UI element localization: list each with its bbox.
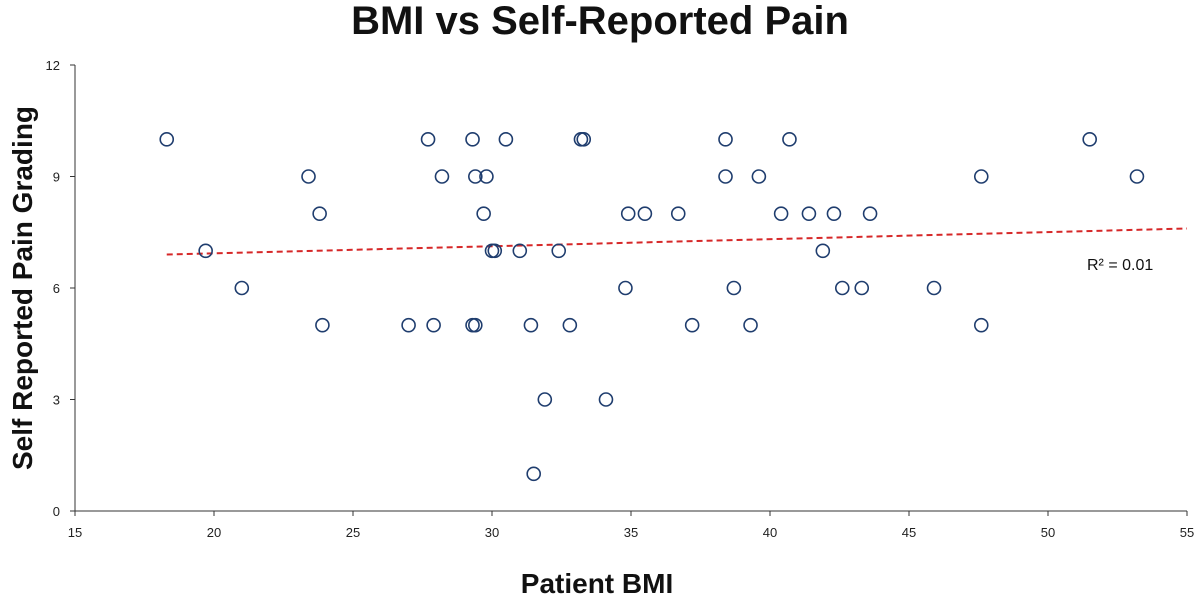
data-point bbox=[1129, 169, 1145, 184]
data-point bbox=[751, 169, 767, 184]
data-point bbox=[468, 317, 483, 333]
data-point bbox=[312, 206, 327, 221]
axes bbox=[74, 65, 1187, 512]
x-tick-label: 55 bbox=[1180, 525, 1194, 540]
data-point bbox=[465, 317, 480, 333]
data-point bbox=[420, 132, 436, 147]
data-point bbox=[926, 280, 942, 296]
data-point bbox=[826, 206, 842, 221]
data-point bbox=[159, 132, 175, 147]
x-tick-label: 35 bbox=[624, 525, 638, 540]
data-point bbox=[973, 169, 989, 184]
x-axis-title: Patient BMI bbox=[521, 568, 673, 599]
x-tick-label: 30 bbox=[485, 525, 499, 540]
data-point bbox=[551, 243, 567, 259]
data-point bbox=[479, 169, 494, 184]
data-point bbox=[576, 132, 592, 147]
x-tick-label: 25 bbox=[346, 525, 360, 540]
data-point bbox=[476, 206, 491, 221]
data-point bbox=[743, 317, 758, 333]
data-point bbox=[637, 206, 653, 221]
data-point bbox=[426, 317, 441, 333]
data-point bbox=[834, 280, 850, 296]
data-point bbox=[862, 206, 878, 221]
data-point bbox=[854, 280, 870, 296]
data-point bbox=[815, 243, 831, 259]
data-point bbox=[512, 243, 528, 259]
data-point bbox=[782, 132, 797, 147]
r-squared-annotation: R² = 0.01 bbox=[1087, 257, 1153, 274]
data-point bbox=[718, 169, 733, 184]
data-point bbox=[301, 169, 316, 184]
y-tick-label: 6 bbox=[53, 281, 60, 296]
y-axis-title: Self Reported Pain Grading bbox=[7, 106, 38, 470]
ticks: 15 20 25 30 35 40 45 50 55 0 3 6 9 12 bbox=[46, 58, 1195, 540]
data-points bbox=[159, 132, 1145, 482]
data-point bbox=[523, 317, 539, 333]
data-point bbox=[315, 317, 330, 333]
x-tick-label: 45 bbox=[902, 525, 916, 540]
chart-title: BMI vs Self-Reported Pain bbox=[351, 0, 849, 43]
data-point bbox=[401, 317, 416, 333]
data-point bbox=[620, 206, 636, 221]
data-point bbox=[487, 243, 503, 259]
data-point bbox=[465, 132, 480, 147]
trendline-group bbox=[166, 227, 1188, 256]
data-point bbox=[1082, 132, 1097, 147]
data-point bbox=[598, 392, 614, 407]
y-tick-label: 12 bbox=[46, 58, 60, 73]
data-point bbox=[618, 280, 633, 296]
y-tick-label: 3 bbox=[53, 393, 60, 408]
data-point bbox=[537, 392, 553, 407]
y-tick-label: 0 bbox=[53, 504, 60, 519]
data-point bbox=[198, 243, 213, 259]
y-tick-label: 9 bbox=[53, 170, 60, 185]
x-tick-label: 40 bbox=[763, 525, 777, 540]
data-point bbox=[234, 280, 250, 296]
x-tick-label: 15 bbox=[68, 525, 82, 540]
data-point bbox=[726, 280, 742, 296]
trendline bbox=[166, 227, 1188, 256]
data-point bbox=[670, 206, 686, 221]
data-point bbox=[573, 132, 589, 147]
data-point bbox=[718, 132, 733, 147]
data-point bbox=[526, 466, 542, 482]
data-point bbox=[973, 317, 989, 333]
x-tick-label: 50 bbox=[1041, 525, 1055, 540]
data-point bbox=[468, 169, 483, 184]
data-point bbox=[801, 206, 817, 221]
data-point bbox=[498, 132, 514, 147]
data-point bbox=[684, 317, 700, 333]
data-point bbox=[562, 317, 578, 333]
data-point bbox=[773, 206, 789, 221]
data-point bbox=[434, 169, 450, 184]
x-tick-label: 20 bbox=[207, 525, 221, 540]
